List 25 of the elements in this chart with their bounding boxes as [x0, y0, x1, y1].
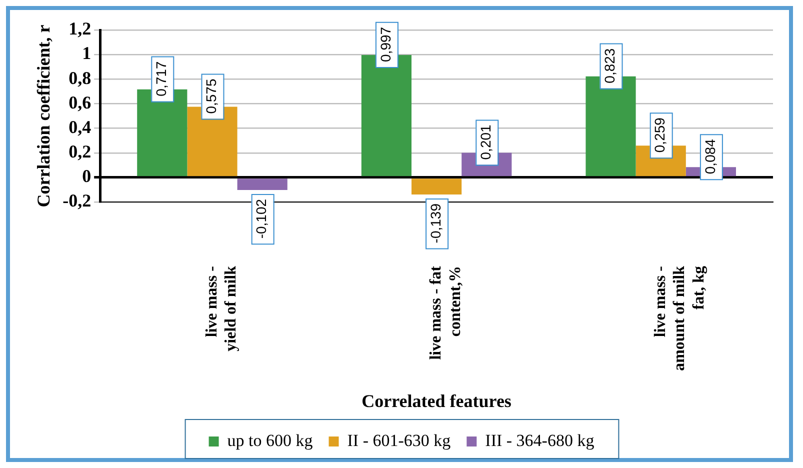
y-tick-label: 0,2 — [68, 142, 92, 162]
y-tick-label: -0,2 — [62, 190, 92, 211]
data-label: 0,084 — [702, 138, 718, 174]
data-label: 0,201 — [478, 124, 494, 160]
y-tick-label: 1 — [82, 43, 92, 64]
y-tick-label: 0,4 — [68, 116, 92, 137]
x-tick-label: live mass - yield of milk — [203, 266, 240, 352]
x-tick-label: live mass - amount of milk fat, kg — [652, 266, 708, 371]
legend-label: II - 601-630 kg — [347, 430, 452, 450]
data-label: 0,259 — [652, 117, 668, 153]
data-label: -0,139 — [427, 203, 444, 244]
data-label: 0,717 — [153, 61, 170, 96]
y-tick-label: 0,8 — [68, 68, 92, 88]
x-tick-label: live mass - fat content,% — [428, 265, 464, 360]
legend-label: up to 600 kg — [227, 430, 314, 450]
data-label: 0,575 — [203, 78, 220, 114]
data-label: 0,823 — [602, 48, 618, 84]
y-tick-label: 0,6 — [68, 92, 92, 112]
y-tick-label: 0 — [82, 166, 92, 186]
legend-label: III - 364-680 kg — [485, 430, 595, 450]
x-axis-title: Correlated features — [362, 390, 512, 411]
data-label: -0,102 — [253, 198, 270, 239]
y-tick-label: 1,2 — [68, 18, 92, 39]
y-axis-title: Corrlation coefficient, r — [33, 24, 54, 208]
data-label: 0,997 — [377, 26, 394, 62]
